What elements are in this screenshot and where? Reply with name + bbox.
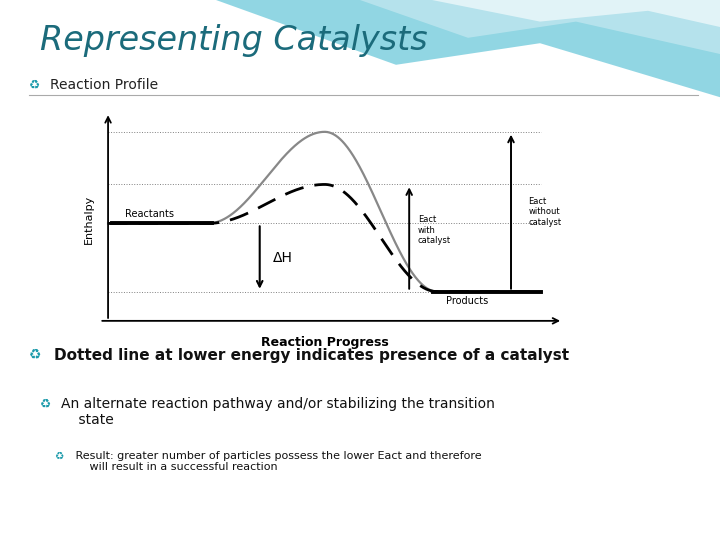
Text: Result: greater number of particles possess the lower Eact and therefore
     wi: Result: greater number of particles poss…: [72, 451, 482, 472]
Text: An alternate reaction pathway and/or stabilizing the transition
    state: An alternate reaction pathway and/or sta…: [61, 397, 495, 427]
Text: ♻: ♻: [40, 397, 51, 410]
Text: Reaction Progress: Reaction Progress: [261, 336, 389, 349]
Text: ♻: ♻: [29, 348, 41, 362]
Text: Reaction Profile: Reaction Profile: [50, 78, 158, 92]
Text: ♻: ♻: [54, 451, 63, 461]
Text: Products: Products: [446, 295, 488, 306]
Text: Eact
without
catalyst: Eact without catalyst: [528, 197, 562, 227]
Text: Eact
with
catalyst: Eact with catalyst: [418, 215, 451, 245]
Text: Enthalpy: Enthalpy: [84, 195, 94, 244]
Text: ΔH: ΔH: [273, 251, 292, 265]
Text: Representing Catalysts: Representing Catalysts: [40, 24, 427, 57]
Polygon shape: [360, 0, 720, 54]
Polygon shape: [216, 0, 720, 97]
Polygon shape: [432, 0, 720, 27]
Text: Reactants: Reactants: [125, 208, 174, 219]
Text: ♻: ♻: [29, 78, 40, 91]
Text: Dotted line at lower energy indicates presence of a catalyst: Dotted line at lower energy indicates pr…: [54, 348, 569, 363]
